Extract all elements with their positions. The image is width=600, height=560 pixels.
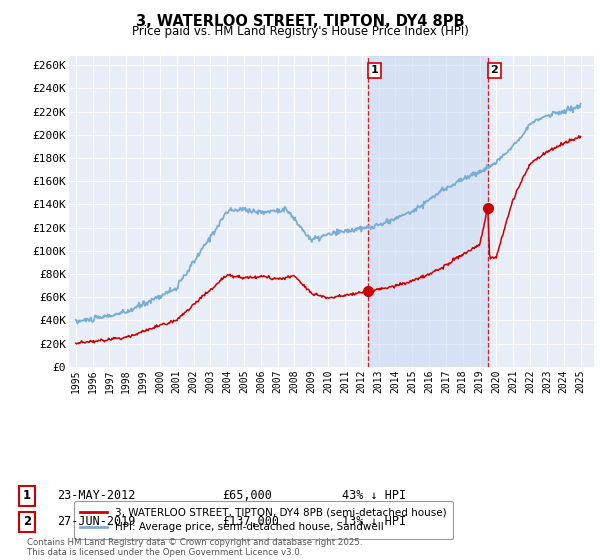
Text: 2: 2 (490, 66, 498, 76)
Text: 23-MAY-2012: 23-MAY-2012 (57, 489, 136, 502)
Legend: 3, WATERLOO STREET, TIPTON, DY4 8PB (semi-detached house), HPI: Average price, s: 3, WATERLOO STREET, TIPTON, DY4 8PB (sem… (74, 501, 453, 539)
Text: Price paid vs. HM Land Registry's House Price Index (HPI): Price paid vs. HM Land Registry's House … (131, 25, 469, 38)
Text: 13% ↓ HPI: 13% ↓ HPI (342, 515, 406, 529)
Text: 2: 2 (23, 515, 31, 529)
Text: 43% ↓ HPI: 43% ↓ HPI (342, 489, 406, 502)
Text: 1: 1 (23, 489, 31, 502)
Text: 3, WATERLOO STREET, TIPTON, DY4 8PB: 3, WATERLOO STREET, TIPTON, DY4 8PB (136, 14, 464, 29)
Bar (368, 56, 488, 367)
Text: £137,000: £137,000 (222, 515, 279, 529)
Text: Contains HM Land Registry data © Crown copyright and database right 2025.
This d: Contains HM Land Registry data © Crown c… (27, 538, 362, 557)
Text: 1: 1 (371, 66, 379, 76)
Text: 27-JUN-2019: 27-JUN-2019 (57, 515, 136, 529)
Text: £65,000: £65,000 (222, 489, 272, 502)
